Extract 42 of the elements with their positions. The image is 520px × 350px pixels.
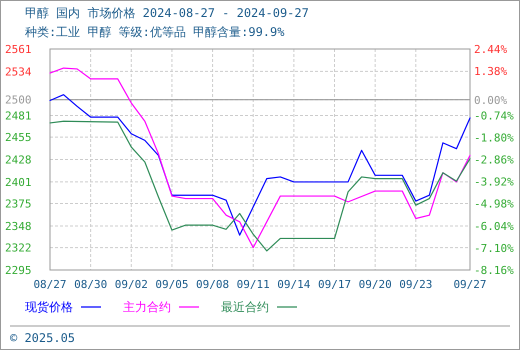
x-tick-label: 09/20: [358, 278, 392, 291]
x-tick-label: 08/30: [74, 278, 108, 291]
y2-tick-label: 1.38%: [474, 65, 508, 78]
y2-tick-label: -4.98%: [474, 198, 514, 211]
y-tick-label: 2455: [5, 131, 32, 144]
x-tick-label: 09/23: [399, 278, 432, 291]
y2-tick-label: -0.74%: [474, 109, 514, 122]
y-tick-label: 2295: [5, 264, 32, 277]
y-tick-label: 2428: [5, 154, 32, 166]
x-tick-label: 09/05: [155, 278, 188, 291]
y2-tick-label: -6.04%: [474, 220, 514, 233]
y-tick-label: 2534: [5, 65, 32, 78]
x-tick-label: 09/17: [318, 278, 352, 291]
y2-tick-label: -3.92%: [474, 176, 514, 189]
y2-tick-label: -1.80%: [474, 131, 514, 144]
legend-label: 最近合约: [221, 300, 269, 314]
chart-title: 甲醇 国内 市场价格 2024-08-27 - 2024-09-27: [25, 6, 309, 20]
y-tick-label: 2481: [5, 109, 32, 122]
line-series: [49, 94, 471, 236]
y-tick-label: 2500: [5, 94, 32, 107]
y2-tick-label: 0.00%: [474, 94, 508, 107]
line-series: [49, 120, 471, 252]
y-tick-label: 2375: [5, 198, 32, 211]
line-series: [49, 68, 471, 248]
legend-label: 主力合约: [123, 300, 171, 314]
x-tick-label: 09/27: [453, 278, 487, 291]
y2-tick-label: -8.16%: [474, 264, 514, 277]
x-tick-label: 09/14: [277, 278, 311, 291]
y-tick-label: 2348: [5, 220, 32, 233]
y2-tick-label: 2.44%: [474, 43, 508, 56]
y2-tick-label: -7.10%: [474, 242, 514, 255]
x-tick-label: 08/27: [33, 278, 67, 291]
chart-subtitle: 种类:工业 甲醇 等级:优等品 甲醇含量:99.9%: [25, 25, 286, 39]
y-tick-label: 2401: [5, 176, 32, 189]
y2-tick-label: -2.86%: [474, 154, 514, 166]
legend-label: 现货价格: [25, 300, 73, 314]
x-tick-label: 09/11: [236, 278, 270, 291]
x-tick-label: 09/08: [196, 278, 230, 291]
y-tick-label: 2322: [5, 242, 32, 255]
x-tick-label: 09/02: [114, 278, 148, 291]
text: © 2025.05: [10, 331, 76, 345]
y-tick-label: 2561: [5, 43, 32, 56]
